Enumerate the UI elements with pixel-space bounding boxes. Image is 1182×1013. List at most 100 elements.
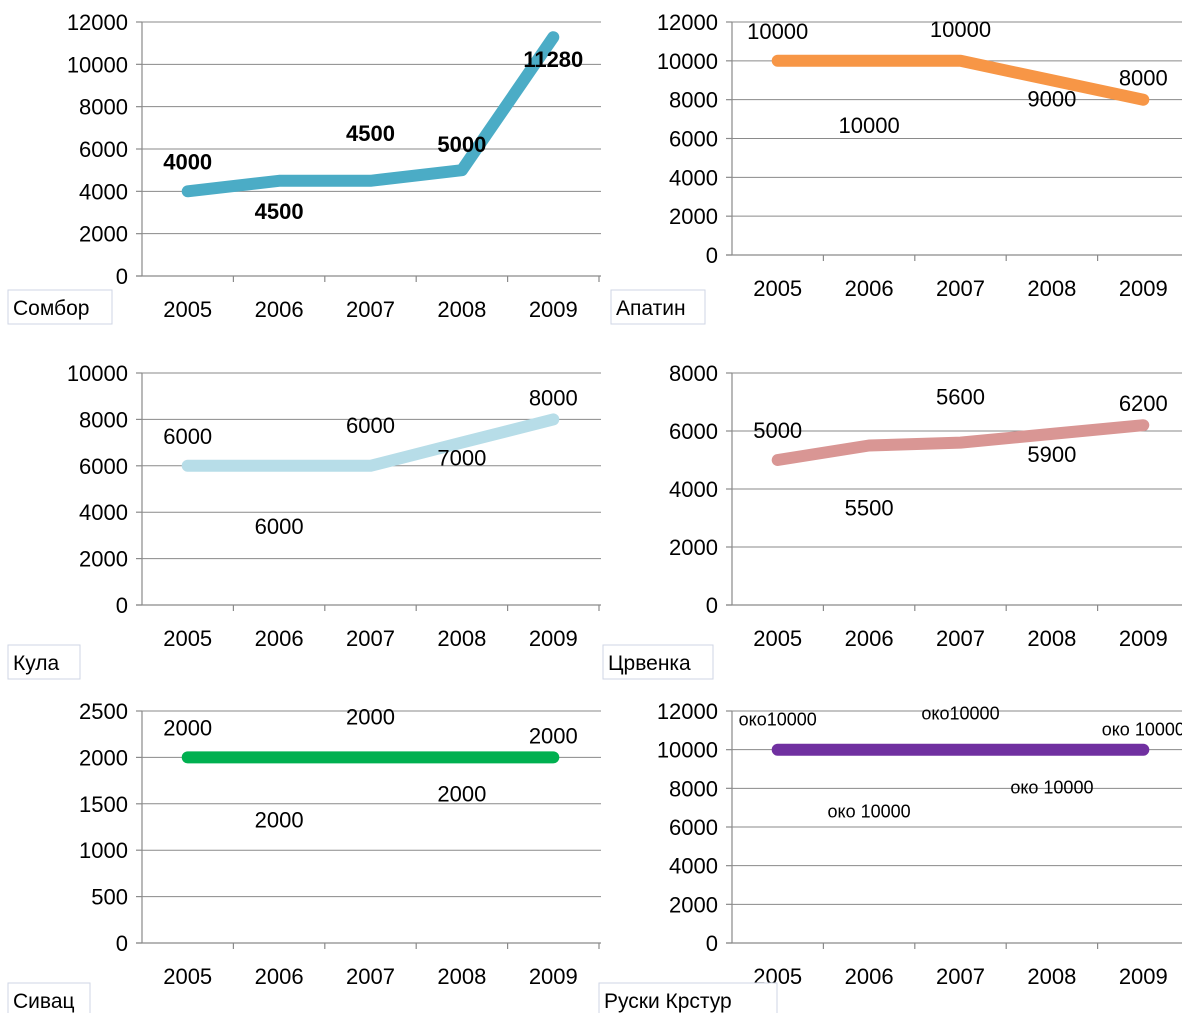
- data-label: око10000: [739, 710, 817, 730]
- data-label: 2000: [163, 715, 212, 740]
- x-tick-label: 2007: [346, 297, 395, 322]
- y-tick-label: 8000: [79, 95, 128, 120]
- data-label: 6200: [1119, 391, 1168, 416]
- data-label: 5500: [845, 496, 894, 521]
- chart-panel-1: 0 2000 4000 6000 8000 10000 12000 2005 2006 2007 2…: [7, 10, 601, 325]
- series-line: [181, 413, 560, 472]
- chart-title: Сивац: [13, 990, 75, 1013]
- x-tick-label: 2009: [1119, 626, 1168, 651]
- y-tick-label: 2500: [79, 699, 128, 724]
- data-label: око10000: [921, 704, 999, 724]
- x-tick-label: 2008: [437, 964, 486, 989]
- data-label: око 10000: [828, 802, 911, 822]
- chart-title: Црвенка: [608, 652, 691, 675]
- x-tick-label: 2009: [529, 626, 578, 651]
- data-label: 11280: [523, 47, 583, 72]
- x-tick-label: 2007: [936, 626, 985, 651]
- y-tick-label: 4000: [669, 165, 718, 190]
- chart-title: Руски Крстур: [604, 990, 732, 1013]
- y-tick-label: 12000: [67, 10, 128, 35]
- y-tick-label: 8000: [669, 776, 718, 801]
- y-tick-label: 6000: [669, 815, 718, 840]
- data-label: 8000: [1119, 66, 1168, 91]
- y-tick-label: 4000: [79, 500, 128, 525]
- y-tick-label: 8000: [669, 361, 718, 386]
- x-tick-label: 2009: [529, 964, 578, 989]
- y-tick-label: 2000: [669, 535, 718, 560]
- data-label: 5600: [936, 385, 985, 410]
- data-label: 8000: [529, 385, 578, 410]
- y-tick-label: 10000: [657, 49, 718, 74]
- series-line: [771, 419, 1150, 466]
- y-tick-label: 10000: [67, 52, 128, 77]
- data-label: 2000: [255, 807, 304, 832]
- y-tick-label: 6000: [79, 454, 128, 479]
- y-tick-label: 6000: [669, 419, 718, 444]
- y-tick-label: 2000: [79, 222, 128, 247]
- y-tick-label: 8000: [669, 88, 718, 113]
- y-tick-label: 2000: [79, 745, 128, 770]
- y-tick-label: 2000: [669, 892, 718, 917]
- data-label: 2000: [437, 781, 486, 806]
- x-tick-label: 2005: [163, 626, 212, 651]
- data-label: 5000: [437, 132, 486, 157]
- y-tick-label: 2000: [669, 204, 718, 229]
- data-label: око 10000: [1102, 720, 1182, 740]
- data-label: 6000: [163, 424, 212, 449]
- x-tick-label: 2008: [1027, 276, 1076, 301]
- y-tick-label: 6000: [669, 127, 718, 152]
- y-tick-label: 4000: [669, 477, 718, 502]
- y-tick-label: 1000: [79, 838, 128, 863]
- y-tick-label: 0: [116, 931, 128, 956]
- x-tick-label: 2005: [753, 626, 802, 651]
- data-label: око 10000: [1010, 778, 1093, 798]
- y-tick-label: 2000: [79, 547, 128, 572]
- y-tick-label: 0: [706, 243, 718, 268]
- y-tick-label: 4000: [79, 179, 128, 204]
- chart-panel-3: 0 2000 4000 6000 8000 10000 2005 2006 2007 2008 20…: [7, 361, 601, 680]
- data-label: 10000: [930, 17, 991, 42]
- data-label: 7000: [437, 446, 486, 471]
- chart-panel-4: 0 2000 4000 6000 8000 2005 2006 2007 2008 2009 500…: [602, 361, 1182, 680]
- y-tick-label: 12000: [657, 10, 718, 35]
- y-tick-label: 6000: [79, 137, 128, 162]
- x-tick-label: 2008: [437, 626, 486, 651]
- chart-title-box: [7, 644, 81, 680]
- x-tick-label: 2006: [255, 626, 304, 651]
- x-tick-label: 2009: [1119, 964, 1168, 989]
- chart-panel-2: 0 2000 4000 6000 8000 10000 12000 2005 2006 2007 2…: [610, 10, 1182, 325]
- chart-title: Апатин: [616, 297, 686, 320]
- x-tick-label: 2006: [255, 964, 304, 989]
- x-tick-label: 2009: [1119, 276, 1168, 301]
- x-tick-label: 2008: [1027, 626, 1076, 651]
- y-tick-label: 4000: [669, 854, 718, 879]
- x-tick-label: 2008: [437, 297, 486, 322]
- data-label: 4000: [163, 149, 212, 174]
- y-tick-label: 12000: [657, 699, 718, 724]
- x-tick-label: 2008: [1027, 964, 1076, 989]
- data-label: 4500: [255, 199, 304, 224]
- x-tick-label: 2005: [753, 276, 802, 301]
- x-tick-label: 2005: [163, 297, 212, 322]
- x-tick-label: 2005: [163, 964, 212, 989]
- chart-title-box: [610, 289, 706, 325]
- x-tick-label: 2007: [346, 964, 395, 989]
- x-tick-label: 2006: [255, 297, 304, 322]
- data-label: 5000: [753, 418, 802, 443]
- chart-title: Кула: [13, 652, 60, 675]
- chart-title-box: [598, 982, 778, 1013]
- x-tick-label: 2007: [936, 964, 985, 989]
- chart-title-box: [7, 289, 113, 325]
- series-line: [181, 31, 560, 198]
- x-tick-label: 2006: [845, 964, 894, 989]
- data-label: 2000: [346, 704, 395, 729]
- series-line: [771, 54, 1150, 106]
- data-label: 6000: [255, 514, 304, 539]
- data-label: 6000: [346, 413, 395, 438]
- y-tick-label: 500: [91, 885, 128, 910]
- x-tick-label: 2007: [936, 276, 985, 301]
- y-tick-label: 0: [706, 593, 718, 618]
- y-tick-label: 0: [116, 593, 128, 618]
